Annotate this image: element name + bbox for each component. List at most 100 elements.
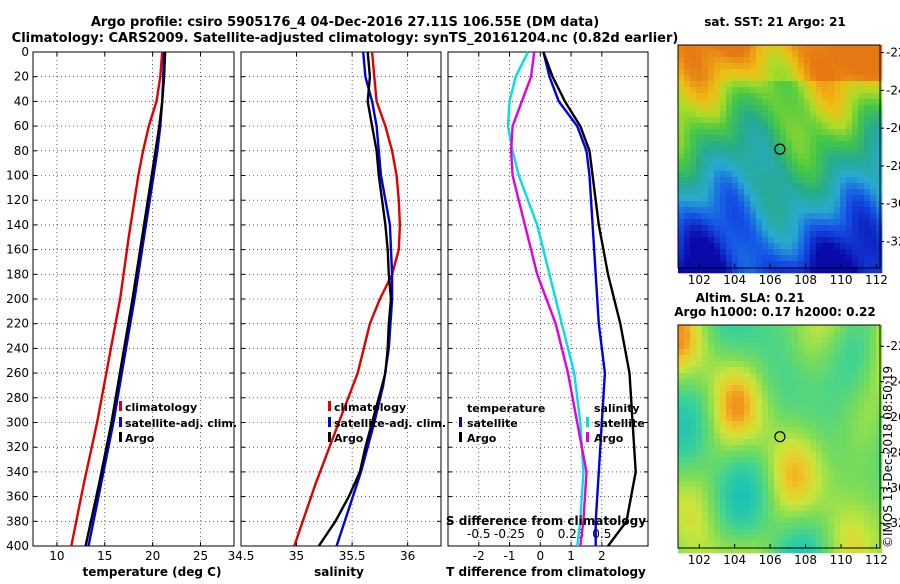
map-cell (870, 463, 877, 470)
map-cell (714, 129, 721, 136)
map-cell (714, 219, 721, 226)
map-cell (786, 129, 793, 136)
map-cell (750, 237, 757, 244)
map-cell (870, 457, 877, 464)
map-cell (828, 433, 835, 440)
map-cell (834, 511, 841, 518)
map-cell (750, 541, 757, 548)
map-cell (840, 159, 847, 166)
map-cell (810, 57, 817, 64)
map-cell (726, 475, 733, 482)
map-cell (864, 409, 871, 416)
map-cell (714, 547, 721, 554)
map-cell (816, 439, 823, 446)
map-cell (696, 159, 703, 166)
map-cell (792, 385, 799, 392)
map-cell (756, 165, 763, 172)
map-cell (702, 547, 709, 554)
map-cell (762, 403, 769, 410)
y-tick-label: 160 (6, 243, 29, 257)
map-cell (714, 433, 721, 440)
map-cell (726, 153, 733, 160)
map-cell (726, 195, 733, 202)
map-cell (792, 81, 799, 88)
map-cell (690, 99, 697, 106)
map-cell (828, 349, 835, 356)
map-cell (738, 219, 745, 226)
map-cell (828, 421, 835, 428)
map-cell (804, 535, 811, 542)
map-cell (834, 93, 841, 100)
map-cell (828, 529, 835, 536)
map-cell (870, 409, 877, 416)
map-cell (702, 237, 709, 244)
map-cell (774, 159, 781, 166)
map-cell (732, 45, 739, 52)
map-cell (792, 171, 799, 178)
map-cell (678, 153, 685, 160)
map-cell (726, 385, 733, 392)
map-cell (774, 105, 781, 112)
map-cell (852, 355, 859, 362)
map-cell (870, 487, 877, 494)
map-cell (792, 153, 799, 160)
map-cell (774, 535, 781, 542)
map-cell (702, 81, 709, 88)
map-cell (678, 105, 685, 112)
map-cell (720, 367, 727, 374)
map-cell (786, 225, 793, 232)
map-cell (846, 511, 853, 518)
top-tick-label: -0.5 (467, 527, 490, 541)
map-cell (840, 165, 847, 172)
map-cell (792, 415, 799, 422)
map-cell (870, 361, 877, 368)
map-cell (870, 439, 877, 446)
map-cell (864, 487, 871, 494)
map-cell (768, 451, 775, 458)
map-cell (732, 511, 739, 518)
map-cell (714, 337, 721, 344)
map-cell (864, 111, 871, 118)
map-cell (684, 541, 691, 548)
map-cell (762, 171, 769, 178)
map-cell (804, 511, 811, 518)
map-cell (774, 189, 781, 196)
map-cell (678, 493, 685, 500)
map-cell (774, 523, 781, 530)
map-cell (840, 373, 847, 380)
map-cell (870, 267, 877, 274)
map-cell (858, 463, 865, 470)
map-cell (864, 439, 871, 446)
map-cell (858, 529, 865, 536)
map-cell (738, 261, 745, 268)
map-cell (750, 337, 757, 344)
map-cell (714, 267, 721, 274)
map-cell (762, 421, 769, 428)
map-cell (732, 433, 739, 440)
map-cell (780, 231, 787, 238)
map-cell (690, 183, 697, 190)
map-cell (684, 523, 691, 530)
map-cell (798, 225, 805, 232)
map-cell (852, 445, 859, 452)
map-cell (720, 63, 727, 70)
map-cell (678, 331, 685, 338)
map-cell (744, 261, 751, 268)
map-cell (720, 403, 727, 410)
map-cell (828, 255, 835, 262)
map-cell (840, 451, 847, 458)
map-cell (714, 343, 721, 350)
map-cell (876, 457, 883, 464)
map-cell (696, 397, 703, 404)
map-cell (846, 213, 853, 220)
map-cell (846, 355, 853, 362)
map-cell (870, 385, 877, 392)
map-cell (786, 165, 793, 172)
map-cell (720, 75, 727, 82)
map-cell (762, 361, 769, 368)
map-cell (702, 261, 709, 268)
map-cell (678, 427, 685, 434)
map-cell (726, 123, 733, 130)
map-cell (840, 183, 847, 190)
map-cell (708, 487, 715, 494)
